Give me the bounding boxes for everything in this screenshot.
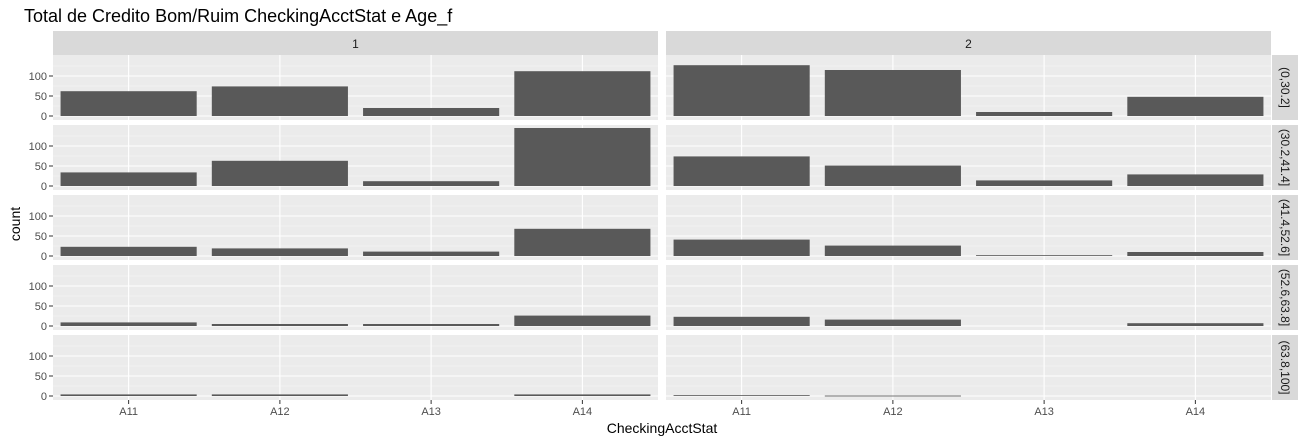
x-tick-label: A12: [270, 406, 290, 418]
y-tick-label: 0: [41, 181, 47, 193]
y-tick-label: 100: [29, 351, 47, 363]
y-tick-label: 0: [41, 251, 47, 263]
column-strip-label: 1: [352, 37, 359, 51]
bar: [514, 128, 651, 186]
bar: [976, 112, 1113, 116]
y-tick-label: 100: [29, 71, 47, 83]
bar: [211, 394, 348, 396]
y-tick-label: 100: [29, 281, 47, 293]
row-strip: [1272, 195, 1298, 260]
y-axis-title: count: [7, 207, 23, 241]
chart-title: Total de Credito Bom/Ruim CheckingAcctSt…: [24, 6, 453, 27]
y-tick-label: 50: [35, 371, 47, 383]
bar: [1127, 96, 1264, 116]
x-tick-label: A12: [883, 406, 903, 418]
bar: [60, 172, 197, 186]
y-tick-label: 0: [41, 391, 47, 403]
bar: [363, 324, 500, 326]
bar: [976, 255, 1113, 256]
bar: [824, 165, 961, 186]
y-tick-label: 100: [29, 141, 47, 153]
row-strip-label: (0,30.2]: [1278, 67, 1292, 108]
x-tick-label: A11: [732, 406, 751, 418]
y-tick-label: 0: [41, 111, 47, 123]
panel-background: [666, 335, 1271, 400]
bar: [60, 394, 197, 396]
bar: [673, 395, 810, 396]
row-strip-label: (63.8,100]: [1278, 340, 1292, 394]
bar: [363, 108, 500, 116]
bar: [1127, 174, 1264, 186]
bar: [673, 239, 810, 256]
row-strip-label: (52.6,63.8]: [1278, 269, 1292, 326]
x-tick-label: A14: [1186, 406, 1206, 418]
bar: [60, 322, 197, 326]
bar: [211, 324, 348, 326]
row-strip-label: (30.2,41.4]: [1278, 129, 1292, 186]
column-strip: [53, 31, 658, 55]
bar: [363, 251, 500, 256]
facet-panels: 1 2 0 50 100 (0,30.2] 0 50 100 (30.2,41.4] 0 50 100 (…: [29, 31, 1298, 418]
row-strip-label: (41.4,52.6]: [1278, 199, 1292, 256]
y-tick-label: 50: [35, 301, 47, 313]
bar: [824, 245, 961, 256]
bar: [824, 319, 961, 326]
x-axis-title: CheckingAcctStat: [607, 420, 718, 436]
bar: [60, 246, 197, 256]
bar: [824, 395, 961, 397]
bar: [211, 248, 348, 256]
panel-background: [53, 335, 658, 400]
bar: [363, 181, 500, 186]
bar: [976, 180, 1113, 186]
bar: [514, 394, 651, 396]
y-tick-label: 50: [35, 231, 47, 243]
bar: [824, 70, 961, 116]
y-tick-label: 0: [41, 321, 47, 333]
x-tick-label: A13: [421, 406, 441, 418]
bar: [673, 316, 810, 326]
bar: [514, 315, 651, 326]
bar: [211, 160, 348, 186]
x-tick-label: A11: [119, 406, 138, 418]
bar: [211, 86, 348, 116]
bar: [1127, 252, 1264, 256]
row-strip: [1272, 335, 1298, 400]
bar: [673, 156, 810, 186]
y-tick-label: 50: [35, 91, 47, 103]
x-tick-label: A14: [573, 406, 593, 418]
column-strip: [666, 31, 1271, 55]
row-strip: [1272, 55, 1298, 120]
x-tick-label: A13: [1034, 406, 1054, 418]
bar: [514, 228, 651, 256]
bar: [514, 71, 651, 116]
column-strip-label: 2: [965, 37, 972, 51]
row-strip: [1272, 125, 1298, 190]
y-tick-label: 100: [29, 211, 47, 223]
row-strip: [1272, 265, 1298, 330]
bar: [60, 91, 197, 116]
y-tick-label: 50: [35, 161, 47, 173]
bar: [673, 65, 810, 116]
bar: [1127, 323, 1264, 326]
